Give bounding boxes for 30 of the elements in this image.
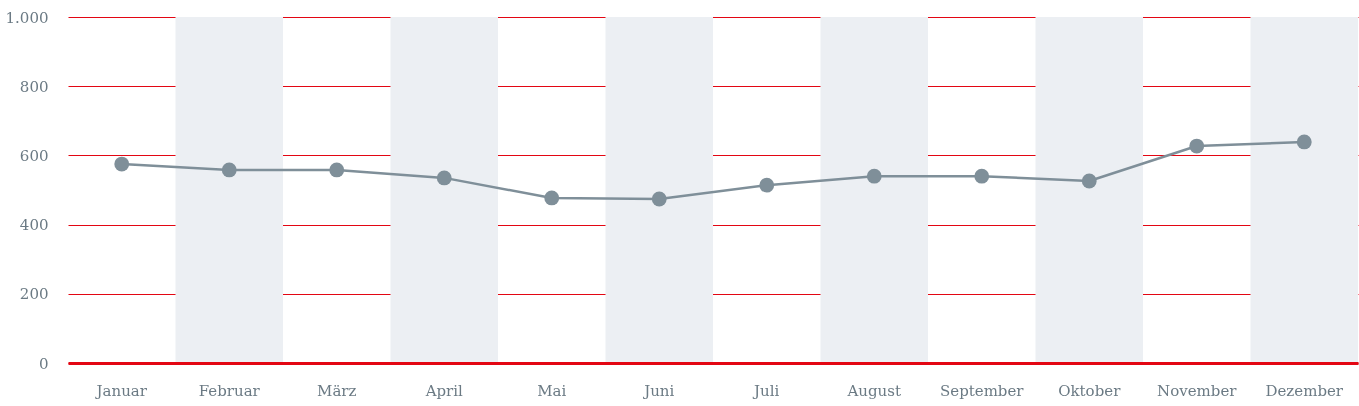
- point: [221, 162, 237, 178]
- x-tick-label: Juli: [752, 381, 780, 400]
- y-tick-label: 0: [38, 354, 49, 373]
- y-tick-label: 200: [19, 285, 49, 304]
- x-tick-label: November: [1157, 381, 1238, 400]
- x-tick-label: Mai: [537, 381, 567, 400]
- y-tick-label: 1.000: [5, 8, 49, 27]
- point: [114, 156, 130, 172]
- x-tick-label: April: [424, 381, 464, 400]
- y-tick-label: 600: [19, 146, 49, 165]
- point: [1081, 173, 1097, 189]
- y-tick-label: 400: [19, 216, 49, 235]
- point: [759, 177, 775, 193]
- point: [974, 168, 990, 184]
- x-tick-label: September: [939, 381, 1025, 400]
- point: [1296, 134, 1312, 150]
- point: [866, 168, 882, 184]
- point: [436, 170, 452, 186]
- x-tick-label: August: [846, 381, 901, 400]
- x-tick-label: Dezember: [1265, 381, 1344, 400]
- y-tick-label: 800: [19, 77, 49, 96]
- point: [651, 191, 667, 207]
- point: [1189, 138, 1205, 154]
- x-tick-label: Oktober: [1058, 381, 1122, 400]
- point: [544, 190, 560, 206]
- x-tick-label: Januar: [94, 381, 148, 400]
- x-tick-label: Februar: [198, 381, 261, 400]
- point: [329, 162, 345, 178]
- x-tick-label: Juni: [642, 381, 675, 400]
- x-tick-label: März: [317, 381, 357, 400]
